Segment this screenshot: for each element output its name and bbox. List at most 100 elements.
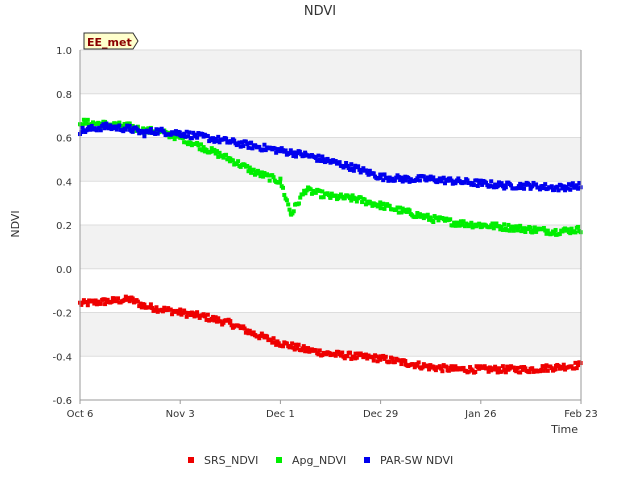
data-point <box>544 231 549 236</box>
data-point <box>257 336 262 341</box>
data-point <box>383 354 388 359</box>
data-point <box>523 230 528 235</box>
data-point <box>420 365 425 370</box>
data-point <box>522 226 527 231</box>
data-point <box>523 366 528 371</box>
data-point <box>543 366 548 371</box>
data-point <box>121 124 126 129</box>
data-point <box>105 297 110 302</box>
data-point <box>500 364 505 369</box>
data-point <box>407 179 412 184</box>
data-point <box>240 140 244 145</box>
data-point <box>421 362 426 367</box>
data-point <box>178 307 183 312</box>
data-point <box>345 354 350 359</box>
data-point <box>421 174 426 179</box>
data-point <box>294 342 298 347</box>
data-point <box>403 178 408 183</box>
data-point <box>475 183 480 188</box>
data-point <box>221 155 226 160</box>
data-point <box>255 168 260 173</box>
legend-swatch <box>276 457 282 463</box>
data-point <box>576 224 581 229</box>
data-point <box>243 139 248 144</box>
data-point <box>268 337 273 342</box>
data-point <box>271 336 276 341</box>
data-point <box>514 369 519 374</box>
data-point <box>258 174 263 179</box>
data-point <box>232 138 237 143</box>
data-point <box>541 368 546 373</box>
chart-title: NDVI <box>304 4 336 19</box>
data-point <box>478 178 483 183</box>
data-point <box>214 319 219 324</box>
data-point <box>561 362 566 367</box>
data-point <box>498 227 503 232</box>
data-point <box>243 330 248 335</box>
data-point <box>246 331 251 336</box>
data-point <box>390 356 395 361</box>
data-point <box>556 188 561 193</box>
data-point <box>186 134 190 139</box>
data-point <box>370 203 375 208</box>
data-point <box>549 184 554 189</box>
data-point <box>313 155 318 160</box>
data-point <box>382 206 387 211</box>
data-point <box>337 160 342 165</box>
x-tick-label: Nov 3 <box>166 409 195 420</box>
legend-label: Apg_NDVI <box>292 454 346 467</box>
series-SRS_NDVI <box>78 294 583 375</box>
data-point <box>173 129 178 134</box>
data-point <box>448 176 453 181</box>
data-point <box>204 148 209 153</box>
data-point <box>360 200 365 205</box>
data-point <box>296 342 301 347</box>
data-point <box>549 231 554 236</box>
data-point <box>509 226 514 231</box>
data-point <box>356 164 361 169</box>
data-point <box>511 365 516 370</box>
data-point <box>505 228 510 233</box>
data-point <box>188 140 193 145</box>
data-point <box>80 300 85 305</box>
data-point <box>518 223 523 228</box>
data-point <box>449 178 454 183</box>
data-point <box>175 308 180 313</box>
x-tick-label: Jan 26 <box>464 409 496 420</box>
data-point <box>195 135 200 140</box>
y-tick-label: -0.4 <box>52 352 72 363</box>
data-point <box>480 182 485 187</box>
data-point <box>184 129 189 134</box>
data-point <box>541 225 546 230</box>
data-point <box>300 346 305 351</box>
data-point <box>108 123 113 128</box>
data-point <box>211 314 216 319</box>
data-point <box>135 299 140 304</box>
data-point <box>249 140 254 145</box>
data-point <box>191 311 196 316</box>
data-point <box>392 360 397 365</box>
data-point <box>348 167 352 172</box>
data-point <box>262 142 267 147</box>
grid-band <box>80 356 581 400</box>
data-point <box>458 219 463 224</box>
data-point <box>495 370 500 375</box>
data-point <box>553 367 558 372</box>
data-point <box>296 201 301 206</box>
data-point <box>199 142 203 147</box>
data-point <box>349 162 354 167</box>
data-point <box>499 224 504 229</box>
data-point <box>272 146 277 151</box>
data-point <box>349 198 354 203</box>
data-point <box>354 355 359 360</box>
data-point <box>530 184 535 189</box>
data-point <box>141 126 146 131</box>
data-point <box>478 222 483 227</box>
data-point <box>189 136 194 141</box>
data-point <box>563 188 568 193</box>
data-point <box>399 210 404 215</box>
data-point <box>121 129 126 134</box>
data-point <box>437 176 442 181</box>
data-point <box>490 221 495 226</box>
data-point <box>298 195 303 200</box>
